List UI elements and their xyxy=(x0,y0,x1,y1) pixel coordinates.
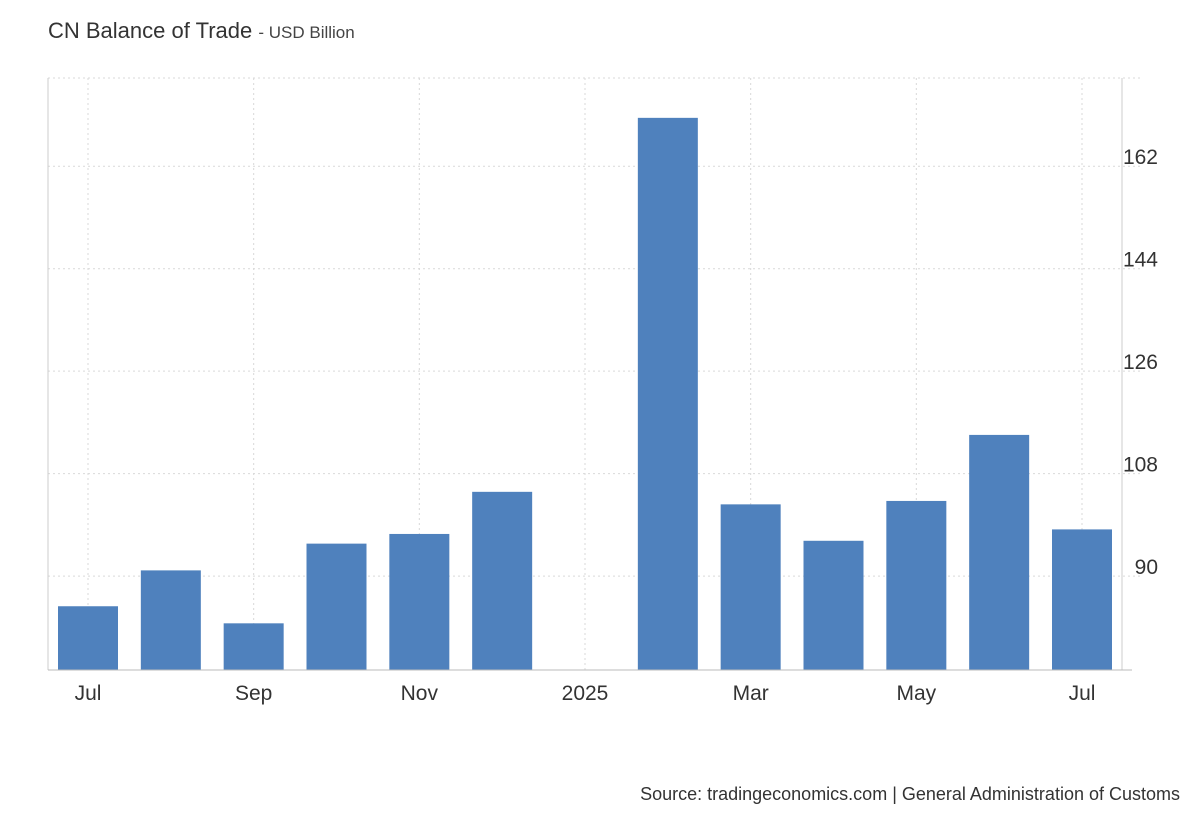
chart-unit: - USD Billion xyxy=(258,23,355,42)
tick-labels: 90 108 126 144 162 Jul Sep Nov 2025 Mar May Jul xyxy=(75,146,1159,705)
bar[interactable] xyxy=(58,606,118,670)
bar[interactable] xyxy=(637,117,698,671)
x-tick-label: 2025 xyxy=(562,682,609,705)
x-tick-label: Jul xyxy=(75,682,102,705)
y-tick-label: 126 xyxy=(1123,351,1158,374)
bar[interactable] xyxy=(969,434,1030,670)
bars xyxy=(58,117,1112,671)
bar[interactable] xyxy=(720,504,781,670)
y-tick-label: 144 xyxy=(1123,249,1158,272)
x-tick-label: Mar xyxy=(733,682,769,705)
x-tick-label: May xyxy=(896,682,936,705)
bar[interactable] xyxy=(472,491,533,670)
bar[interactable] xyxy=(306,543,367,670)
x-tick-label: Jul xyxy=(1069,682,1096,705)
y-tick-label: 108 xyxy=(1123,454,1158,477)
x-tick-label: Nov xyxy=(401,682,439,705)
bar[interactable] xyxy=(1052,529,1112,670)
gridlines xyxy=(48,77,1140,670)
y-tick-label: 162 xyxy=(1123,146,1158,169)
chart-title: CN Balance of Trade - USD Billion xyxy=(48,18,355,44)
bar[interactable] xyxy=(389,533,450,670)
x-tick-label: Sep xyxy=(235,682,272,705)
source-note: Source: tradingeconomics.com | General A… xyxy=(640,784,1180,804)
chart-title-text: CN Balance of Trade xyxy=(48,18,253,43)
bar[interactable] xyxy=(803,540,864,670)
bar[interactable] xyxy=(886,500,947,670)
chart-unit-text: USD Billion xyxy=(268,23,355,42)
bar[interactable] xyxy=(223,623,284,670)
bar-chart: 90 108 126 144 162 Jul Sep Nov 2025 Mar May Jul xyxy=(47,77,1159,705)
axes xyxy=(47,78,1132,671)
bar[interactable] xyxy=(140,570,201,670)
y-tick-label: 90 xyxy=(1135,556,1158,579)
